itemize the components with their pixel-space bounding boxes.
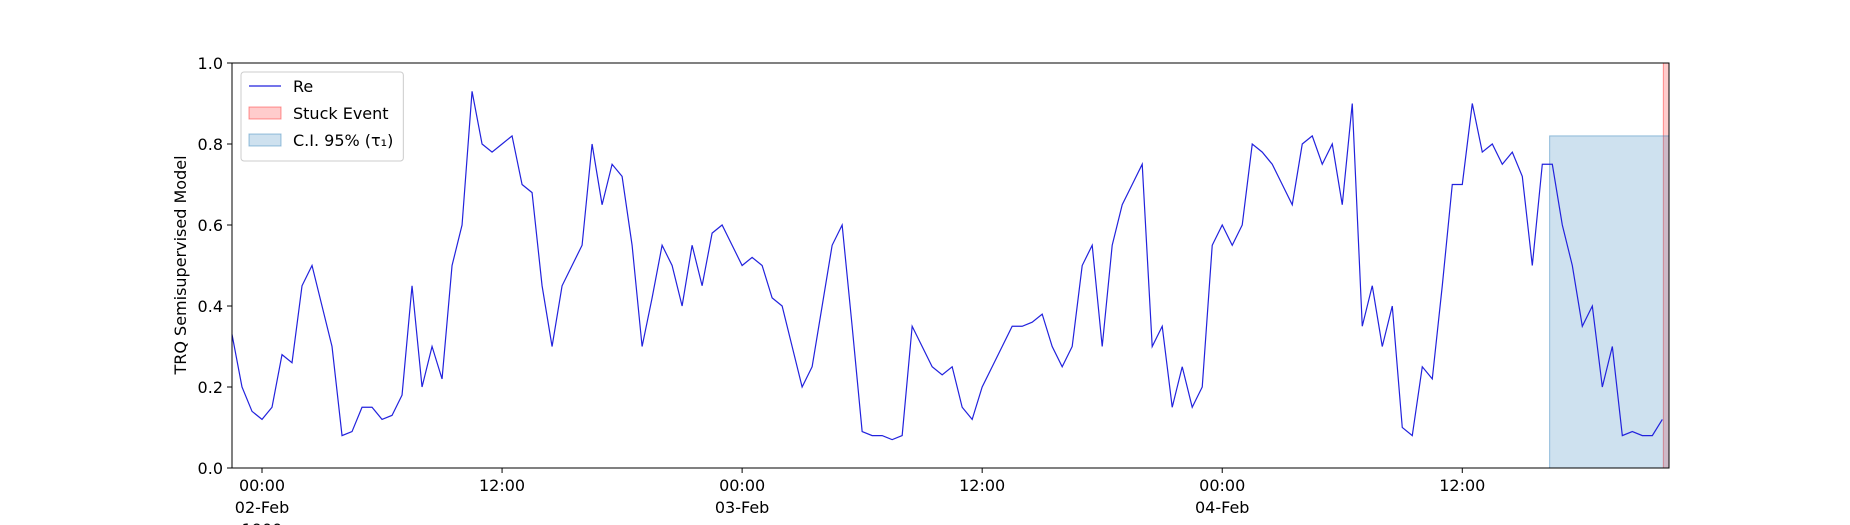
region — [1549, 135, 1670, 469]
legend-swatch — [248, 106, 282, 120]
x-tick-label: 00:00 03-Feb — [715, 476, 769, 517]
legend: Re Stuck Event C.I. 95% (τ₁) — [240, 71, 404, 162]
y-tick-label: 0.4 — [198, 297, 223, 316]
x-tick-label: 12:00 — [1439, 476, 1485, 495]
x-tick-label: 12:00 — [479, 476, 525, 495]
y-axis-label: TRQ Semisupervised Model — [171, 155, 190, 375]
y-tick-label: 0.8 — [198, 135, 223, 154]
y-tick-label: 0.0 — [198, 459, 223, 478]
legend-swatch — [248, 133, 282, 147]
x-tick-label: 00:00 04-Feb — [1195, 476, 1249, 517]
legend-label: Re — [293, 77, 313, 96]
legend-box — [240, 71, 404, 162]
y-tick-label: 0.6 — [198, 216, 223, 235]
plot-frame — [231, 62, 1670, 469]
legend-label: Stuck Event — [293, 104, 389, 123]
legend-label: C.I. 95% (τ₁) — [293, 131, 393, 150]
line — [231, 91, 1663, 441]
y-tick-label: 1.0 — [198, 54, 223, 73]
y-tick-label: 0.2 — [198, 378, 223, 397]
x-tick-label: 12:00 — [959, 476, 1005, 495]
